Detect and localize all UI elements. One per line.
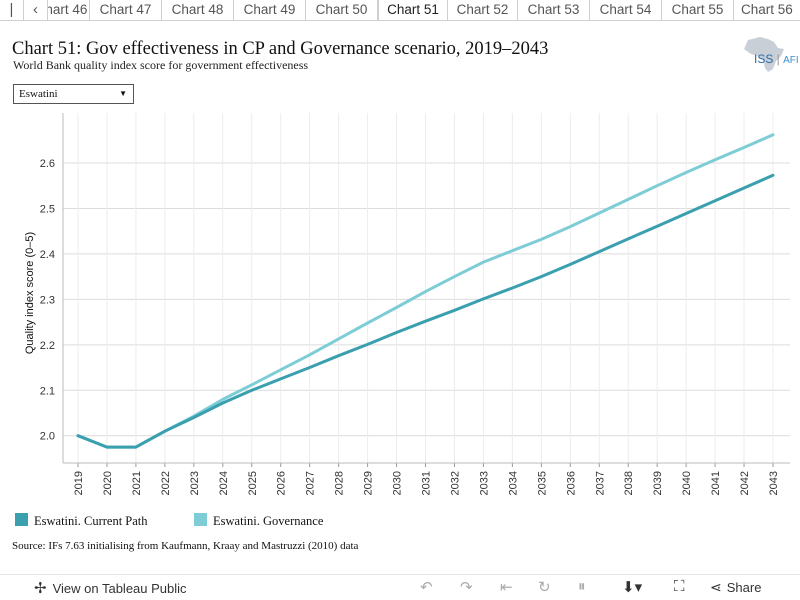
legend-label: Eswatini. Governance	[213, 514, 324, 528]
tab-label: Chart 54	[599, 2, 652, 17]
legend-swatch	[194, 513, 207, 526]
view-on-tableau-public-link[interactable]: ✢ View on Tableau Public	[34, 579, 187, 597]
pause-icon[interactable]: ⏸	[578, 578, 586, 595]
tableau-icon: ✢	[34, 580, 47, 597]
download-icon[interactable]: ⬇▾	[622, 579, 643, 596]
tab-label: Chart 55	[671, 2, 724, 17]
tab-strip: | ‹ Chart 46 Chart 47 Chart 48 Chart 49 …	[0, 0, 800, 21]
grid-lines	[63, 113, 790, 463]
legend-label: Eswatini. Current Path	[34, 514, 148, 528]
tab-label: Chart 50	[315, 2, 368, 17]
x-tick-label: 2039	[652, 471, 664, 495]
tab-label: Chart 48	[171, 2, 224, 17]
x-tick-label: 2041	[710, 471, 722, 495]
x-tick-label: 2021	[131, 471, 143, 495]
x-tick-label: 2036	[565, 471, 577, 495]
x-tick-label: 2029	[363, 471, 375, 495]
tab-chart-56[interactable]: Chart 56	[734, 0, 800, 20]
tab-chart-54[interactable]: Chart 54	[590, 0, 662, 20]
tab-first-button[interactable]: |	[0, 0, 24, 20]
tab-prev-button[interactable]: ‹	[24, 0, 48, 20]
x-tick-label: 2031	[421, 471, 433, 495]
tab-label: Chart 49	[243, 2, 296, 17]
y-tick-label: 2.5	[40, 203, 55, 215]
x-tick-label: 2032	[449, 471, 461, 495]
tab-chart-46[interactable]: Chart 46	[48, 0, 90, 20]
y-tick-label: 2.0	[40, 431, 55, 443]
first-icon: |	[9, 1, 14, 18]
tab-label: Chart 56	[741, 2, 793, 17]
x-tick-label: 2034	[507, 471, 519, 495]
x-tick-label: 2024	[218, 471, 230, 495]
tab-label: Chart 46	[48, 2, 88, 17]
x-tick-label: 2042	[739, 471, 751, 495]
logo-text: ISS	[754, 52, 774, 66]
fullscreen-icon[interactable]: ⛶	[674, 578, 685, 595]
tableau-toolbar: ✢ View on Tableau Public ↶ ↷ ⇤ ↻ ⏸ ⬇▾ ⛶ ⋖…	[0, 574, 800, 600]
tab-chart-51[interactable]: Chart 51	[378, 0, 448, 20]
source-note: Source: IFs 7.63 initialising from Kaufm…	[12, 540, 359, 552]
tab-label: Chart 53	[527, 2, 580, 17]
x-tick-label: 2027	[305, 471, 317, 495]
page-title: Chart 51: Gov effectiveness in CP and Go…	[12, 39, 549, 59]
y-axis-title: Quality index score (0–5)	[24, 232, 36, 354]
iss-logo: ISS | AFI	[754, 52, 799, 66]
view-on-tableau-label: View on Tableau Public	[52, 581, 187, 596]
tab-label: Chart 52	[456, 2, 509, 17]
logo-suffix: AFI	[783, 55, 799, 66]
tab-chart-47[interactable]: Chart 47	[90, 0, 162, 20]
series-lines	[76, 133, 775, 449]
x-tick-label: 2020	[102, 471, 114, 495]
tab-chart-48[interactable]: Chart 48	[162, 0, 234, 20]
africa-map-logo	[744, 37, 784, 72]
tab-chart-53[interactable]: Chart 53	[518, 0, 590, 20]
logo-separator: |	[773, 52, 784, 66]
x-tick-label: 2022	[160, 471, 172, 495]
x-tick-label: 2043	[768, 471, 780, 495]
x-tick-label: 2023	[189, 471, 201, 495]
y-tick-label: 2.6	[40, 158, 55, 170]
tab-chart-49[interactable]: Chart 49	[234, 0, 306, 20]
tab-chart-55[interactable]: Chart 55	[662, 0, 734, 20]
y-tick-label: 2.3	[40, 294, 55, 306]
x-tick-label: 2035	[536, 471, 548, 495]
line-chart: 2019 2020 2021 2022 2023 2024 2025 2026 2027 2028…	[24, 113, 790, 495]
y-tick-label: 2.4	[40, 249, 55, 261]
x-tick-label: 2019	[73, 471, 85, 495]
x-tick-label: 2028	[334, 471, 346, 495]
x-tick-label: 2030	[392, 471, 404, 495]
share-icon: ⋖	[710, 579, 722, 595]
share-button[interactable]: ⋖ Share	[710, 579, 761, 596]
undo-icon[interactable]: ↶	[420, 579, 433, 596]
tab-label: Chart 51	[387, 2, 439, 17]
x-tick-label: 2040	[681, 471, 693, 495]
caret-down-icon: ▼	[119, 89, 127, 98]
axes	[62, 113, 790, 467]
redo-icon[interactable]: ↷	[460, 579, 473, 596]
tab-label: Chart 47	[99, 2, 152, 17]
series-line-current-path[interactable]	[76, 173, 775, 449]
x-tick-label: 2033	[478, 471, 490, 495]
tab-chart-50[interactable]: Chart 50	[306, 0, 378, 20]
legend-item-governance[interactable]: Eswatini. Governance	[194, 513, 323, 529]
revert-icon[interactable]: ⇤	[500, 579, 513, 596]
x-tick-labels: 2019 2020 2021 2022 2023 2024 2025 2026 2027 2028…	[73, 471, 780, 495]
refresh-icon[interactable]: ↻	[538, 579, 551, 596]
country-dropdown-value: Eswatini	[19, 88, 58, 100]
x-tick-label: 2038	[623, 471, 635, 495]
legend-item-current-path[interactable]: Eswatini. Current Path	[15, 513, 148, 529]
x-tick-label: 2025	[247, 471, 259, 495]
y-tick-labels: 2.0 2.1 2.2 2.3 2.4 2.5 2.6	[40, 158, 55, 443]
x-tick-label: 2026	[276, 471, 288, 495]
country-dropdown[interactable]: Eswatini ▼	[13, 84, 134, 104]
y-tick-label: 2.2	[40, 340, 55, 352]
y-tick-label: 2.1	[40, 385, 55, 397]
chevron-left-icon: ‹	[33, 1, 38, 18]
page-subtitle: World Bank quality index score for gover…	[13, 58, 309, 72]
legend-swatch	[15, 513, 28, 526]
tab-chart-52[interactable]: Chart 52	[448, 0, 518, 20]
x-tick-label: 2037	[594, 471, 606, 495]
share-label: Share	[726, 580, 762, 595]
